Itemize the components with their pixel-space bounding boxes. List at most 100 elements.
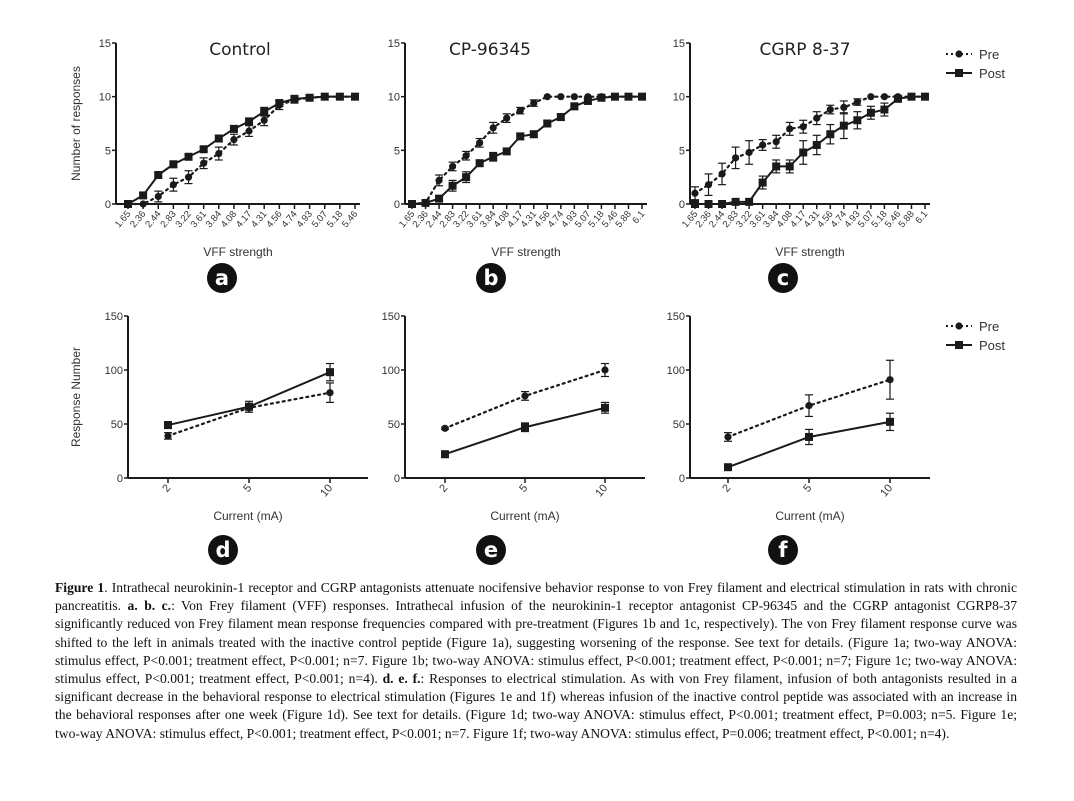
panel-badge-d: d <box>208 535 238 565</box>
data-point <box>886 417 894 426</box>
y-axis-label: Response Number <box>69 347 83 447</box>
data-point <box>597 93 606 102</box>
x-tick-label: 5 <box>801 482 814 494</box>
x-axis-label: VFF strength <box>491 245 560 259</box>
data-point <box>215 149 223 158</box>
data-point <box>502 147 511 156</box>
data-point <box>245 127 253 135</box>
data-point <box>326 368 334 377</box>
badge-circle <box>768 535 798 565</box>
series-pre <box>124 93 359 208</box>
y-tick-label: 100 <box>105 365 123 377</box>
data-point <box>543 93 551 101</box>
badge-circle <box>768 263 798 293</box>
data-point <box>245 117 254 126</box>
badge-letter: f <box>778 538 788 562</box>
y-tick-label: 5 <box>105 145 111 157</box>
y-tick-label: 0 <box>117 473 123 485</box>
series-post <box>724 412 894 472</box>
data-point <box>199 145 208 154</box>
x-tick-label: 6.1 <box>913 209 930 226</box>
y-tick-label: 150 <box>382 311 400 323</box>
figure-panels: 0510151.652.362.442.833.223.613.844.084.… <box>69 38 1005 565</box>
data-point <box>335 92 344 101</box>
data-point <box>530 99 538 107</box>
series-pre <box>408 93 646 208</box>
chart-panel-d: 0 50 100 150 2 5 10 Current (mA) Response Number… <box>69 311 368 565</box>
data-point <box>704 181 713 189</box>
caption-abc-label: a. b. c. <box>127 598 172 614</box>
data-point <box>441 450 449 459</box>
data-point <box>853 116 862 125</box>
data-point <box>638 92 646 101</box>
chart-title: CP-96345 <box>449 40 531 60</box>
badge-letter: e <box>484 538 498 562</box>
legend-marker <box>955 69 963 77</box>
data-point <box>813 114 821 122</box>
data-point <box>200 159 208 167</box>
data-point <box>260 116 268 124</box>
caption-electrical-description: : Responses to electrical stimulation. A… <box>55 671 1017 741</box>
data-point <box>557 93 565 101</box>
data-point <box>731 197 740 206</box>
data-point <box>691 200 699 208</box>
data-point <box>184 173 193 181</box>
panel-badge-a: a <box>207 263 237 293</box>
badge-letter: c <box>777 266 789 290</box>
series-line <box>166 391 332 437</box>
data-point <box>799 148 808 157</box>
data-point <box>462 173 471 182</box>
badge-letter: a <box>215 266 229 290</box>
data-point <box>799 123 807 131</box>
panel-badge-b: b <box>476 263 506 293</box>
caption-def-label: d. e. f. <box>382 671 421 687</box>
series-post <box>691 92 929 208</box>
data-point <box>124 200 132 208</box>
legend-marker <box>955 341 963 349</box>
data-point <box>290 94 299 103</box>
data-point <box>718 200 727 208</box>
series-post <box>441 401 609 459</box>
data-point <box>421 198 430 207</box>
data-point <box>229 124 238 133</box>
data-point <box>164 421 172 430</box>
data-point <box>543 119 552 128</box>
data-point <box>758 178 767 187</box>
data-point <box>245 402 253 411</box>
data-point <box>169 181 177 189</box>
series-post <box>408 92 646 208</box>
x-axis-label: Current (mA) <box>775 509 844 523</box>
y-tick-label: 50 <box>388 419 400 431</box>
x-axis-label: Current (mA) <box>213 509 282 523</box>
data-point <box>462 152 470 160</box>
data-point <box>275 99 284 108</box>
data-point <box>529 130 538 139</box>
legend-label-post: Post <box>979 66 1005 81</box>
x-tick-label: 5.46 <box>340 209 360 230</box>
data-point <box>691 189 699 197</box>
data-point <box>624 92 633 101</box>
legend-label-pre: Pre <box>979 319 999 334</box>
y-tick-label: 15 <box>673 38 685 50</box>
x-tick-label: 10 <box>593 482 610 499</box>
data-point <box>610 92 619 101</box>
x-tick-label: 10 <box>318 482 335 499</box>
y-tick-label: 100 <box>667 365 685 377</box>
series-pre <box>724 359 894 442</box>
series-pre <box>441 362 609 432</box>
legend-label-post: Post <box>979 338 1005 353</box>
data-point <box>214 134 223 143</box>
y-tick-label: 0 <box>679 199 685 211</box>
data-point <box>305 93 314 102</box>
data-point <box>731 154 740 162</box>
badge-letter: d <box>215 538 230 562</box>
legend: Pre Post <box>946 47 1005 81</box>
data-point <box>351 92 359 101</box>
x-tick-label: 10 <box>878 482 895 499</box>
data-point <box>184 152 193 161</box>
y-tick-label: 100 <box>382 365 400 377</box>
data-point <box>521 392 529 400</box>
x-tick-label: 5 <box>241 482 254 494</box>
x-axis-label: VFF strength <box>775 245 844 259</box>
series-line <box>411 95 642 205</box>
